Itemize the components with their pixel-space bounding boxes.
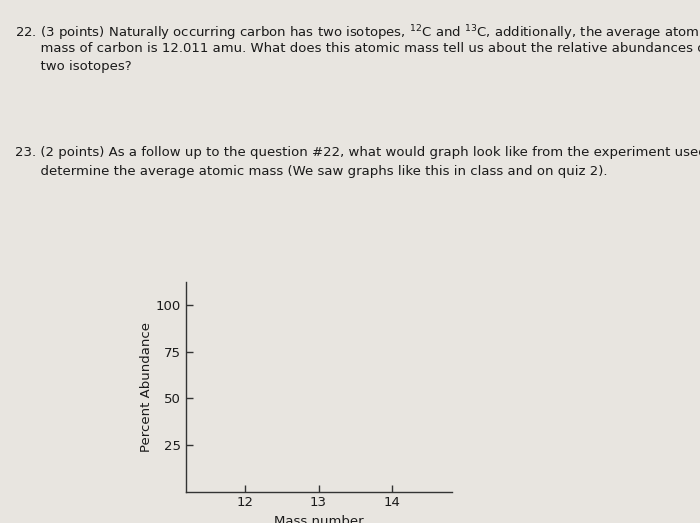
Text: 23. (2 points) As a follow up to the question #22, what would graph look like fr: 23. (2 points) As a follow up to the que… — [15, 146, 700, 160]
Text: 22. (3 points) Naturally occurring carbon has two isotopes, $^{12}$C and $^{13}$: 22. (3 points) Naturally occurring carbo… — [15, 24, 700, 43]
Text: mass of carbon is 12.011 amu. What does this atomic mass tell us about the relat: mass of carbon is 12.011 amu. What does … — [15, 42, 700, 55]
Text: two isotopes?: two isotopes? — [15, 60, 132, 73]
X-axis label: Mass number: Mass number — [274, 515, 363, 523]
Y-axis label: Percent Abundance: Percent Abundance — [139, 322, 153, 452]
Text: determine the average atomic mass (We saw graphs like this in class and on quiz : determine the average atomic mass (We sa… — [15, 165, 608, 178]
